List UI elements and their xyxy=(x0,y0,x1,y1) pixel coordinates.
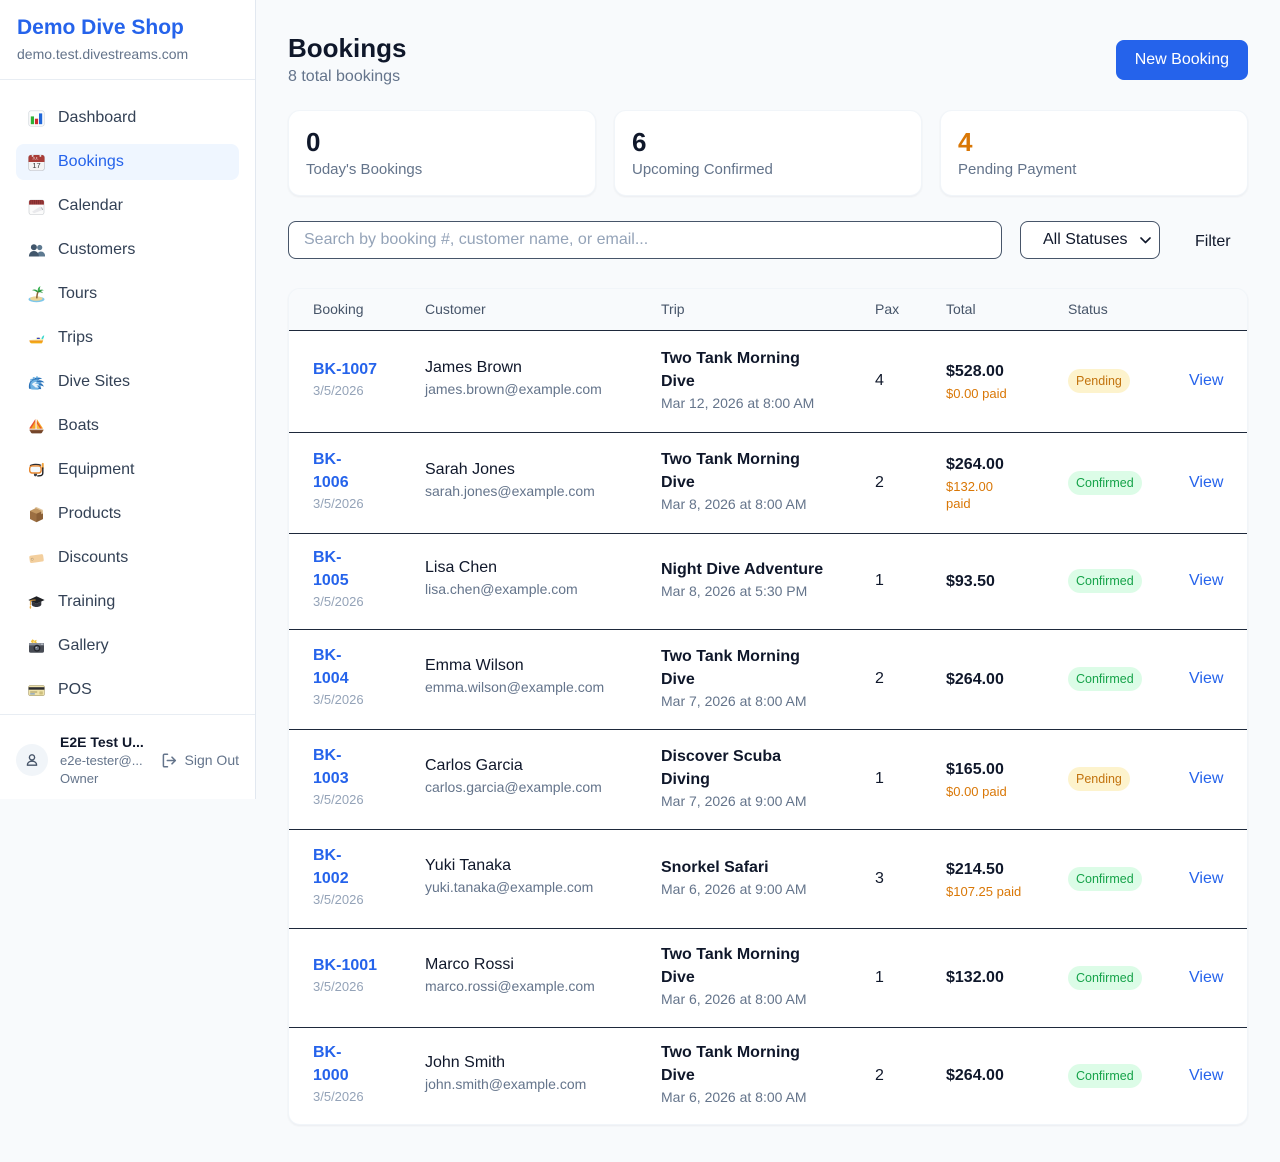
svg-text:JUL: JUL xyxy=(32,156,38,160)
svg-text:17: 17 xyxy=(32,161,40,170)
